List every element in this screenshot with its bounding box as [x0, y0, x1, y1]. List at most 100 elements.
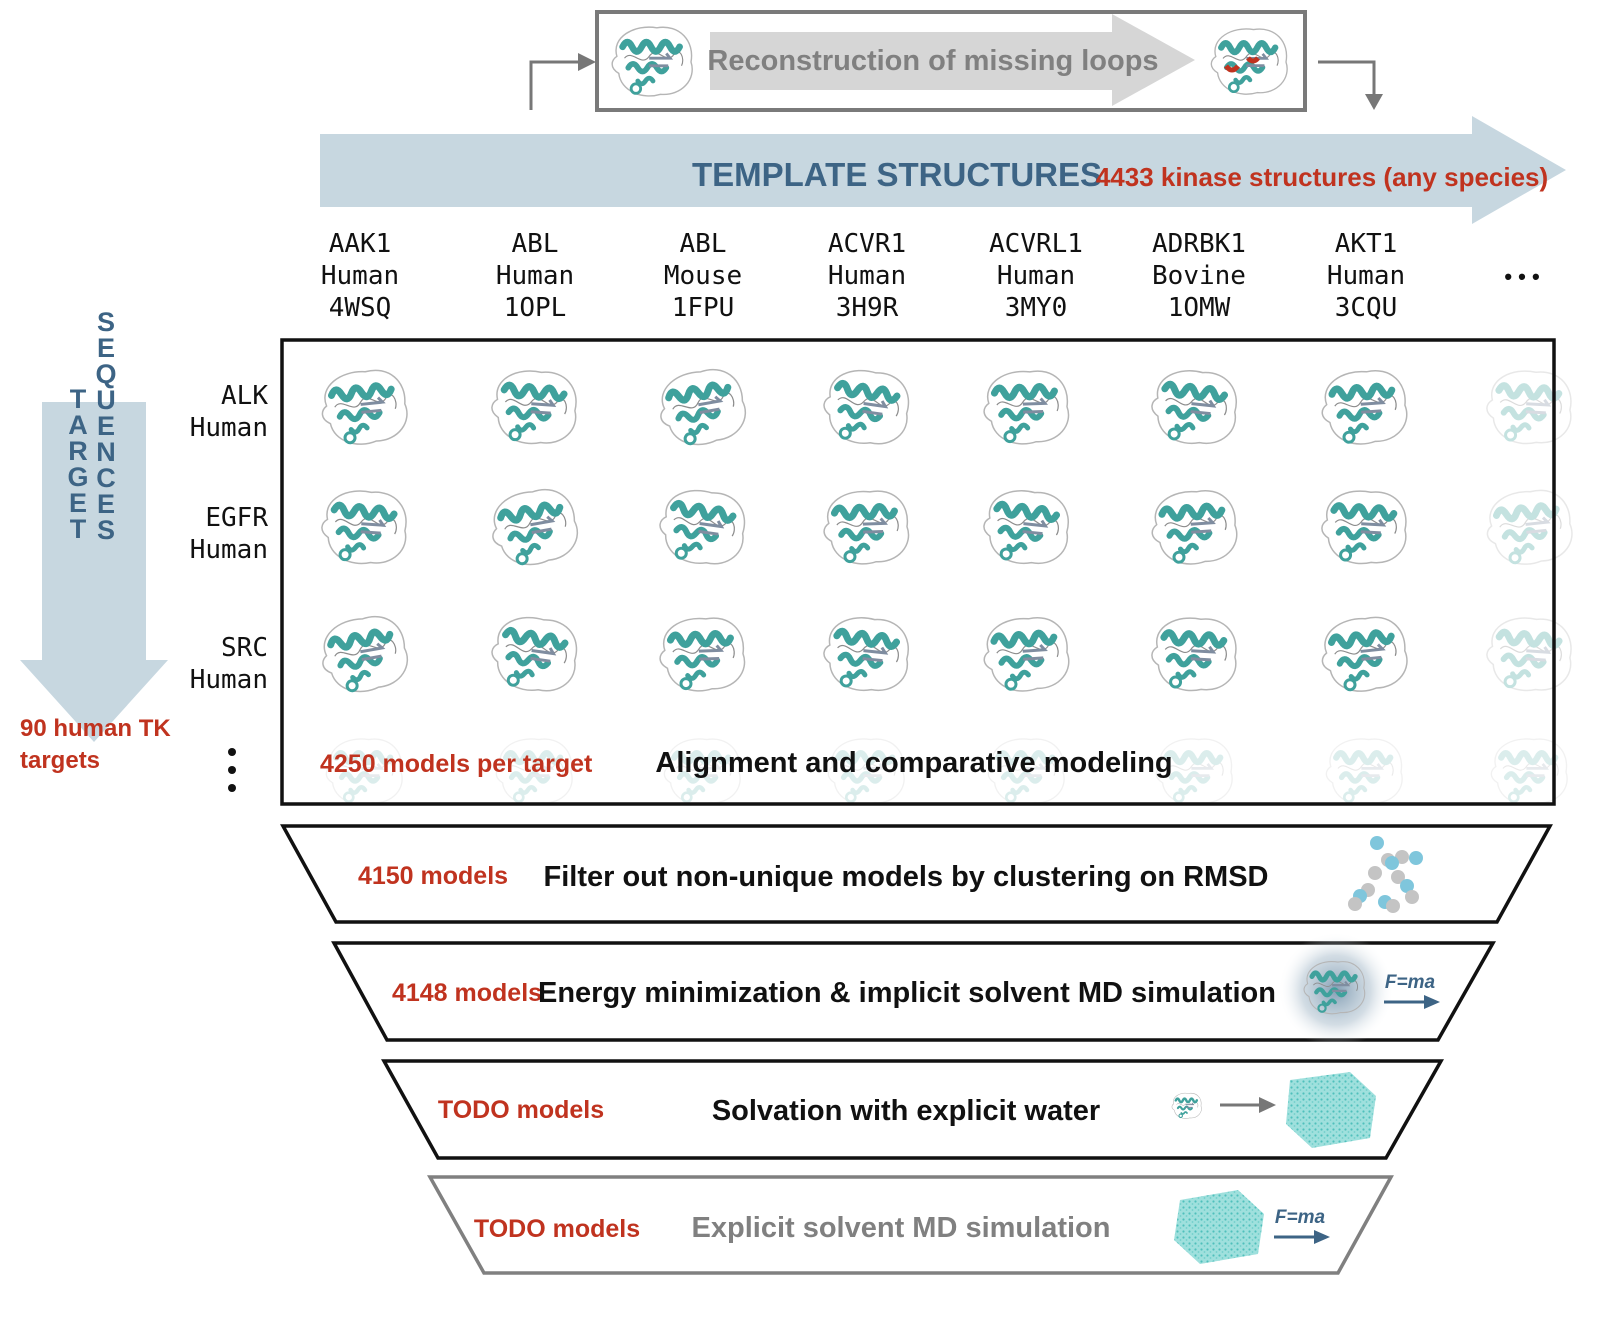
protein-model-icon	[1150, 616, 1238, 693]
template-gene: AAK1	[329, 229, 392, 259]
protein-model-icon	[654, 365, 750, 451]
water-box-icon	[1174, 1190, 1264, 1264]
target-count-line1: 90 human TK	[20, 715, 171, 742]
target-gene: SRC	[221, 633, 268, 663]
protein-model-icon	[1483, 487, 1574, 568]
protein-model-icon	[983, 370, 1070, 445]
template-species: Human	[828, 261, 906, 291]
template-species: Human	[321, 261, 399, 291]
template-pdb: 1FPU	[672, 293, 735, 323]
water-box-icon	[1286, 1072, 1376, 1148]
protein-model-icon	[659, 617, 746, 692]
modeling-count: 4250 models per target	[320, 750, 593, 778]
target-arrow-word2: SEQUENCES	[91, 307, 121, 541]
target-sequences-arrow	[20, 402, 168, 742]
stage-implicit-trapezoid	[331, 941, 1497, 1042]
template-pdb: 3CQU	[1335, 293, 1398, 323]
comparative-modeling-box	[280, 338, 1556, 806]
protein-model-icon	[486, 485, 582, 571]
protein-model-icon	[1148, 367, 1239, 448]
target-species: Human	[190, 665, 268, 695]
protein-model-icon	[320, 488, 409, 566]
explicit-md-icon: F=ma	[1174, 1190, 1330, 1264]
stage-filter-trapezoid	[280, 824, 1553, 924]
templates-more-ellipsis: • • •	[1504, 264, 1539, 289]
template-pdb: 3MY0	[1005, 293, 1068, 323]
target-label-2: SRC Human	[190, 633, 268, 695]
template-header-4: ACVRL1 Human 3MY0	[989, 229, 1083, 323]
loop-arrow	[710, 14, 1195, 106]
template-header-6: AKT1 Human 3CQU	[1327, 229, 1405, 323]
protein-model-icon	[316, 612, 412, 698]
target-arrow-word1: TARGET	[63, 384, 93, 540]
stage-explicit-label: Explicit solvent MD simulation	[692, 1212, 1111, 1244]
implicit-formula: F=ma	[1385, 972, 1436, 993]
template-pdb: 1OMW	[1168, 293, 1231, 323]
target-label-0: ALK Human	[190, 381, 269, 443]
template-header-0: AAK1 Human 4WSQ	[321, 229, 399, 323]
loop-exit-arrow	[1318, 60, 1376, 96]
target-species: Human	[190, 413, 268, 443]
template-gene: ACVR1	[828, 229, 906, 259]
stage-solvation-trapezoid	[381, 1059, 1445, 1160]
stage-explicit-count: TODO models	[474, 1215, 640, 1243]
template-species: Mouse	[664, 261, 742, 291]
protein-model-icon	[1318, 614, 1409, 695]
stage-explicit-trapezoid	[427, 1175, 1394, 1275]
target-label-1: EGFR Human	[190, 503, 269, 565]
protein-model-icon	[490, 368, 579, 446]
template-gene: ADRBK1	[1152, 229, 1246, 259]
protein-model-icon	[1491, 739, 1567, 804]
target-gene: ALK	[221, 381, 268, 411]
template-species: Human	[1327, 261, 1405, 291]
protein-model-icon	[820, 614, 911, 695]
stage-solvation-label: Solvation with explicit water	[712, 1095, 1100, 1127]
template-header-5: ADRBK1 Bovine 1OMW	[1152, 229, 1246, 323]
protein-model-icon	[1485, 615, 1574, 693]
template-pdb: 1OPL	[504, 293, 567, 323]
protein-model-icon	[982, 616, 1071, 694]
template-count: 4433 kinase structures (any species)	[1096, 162, 1548, 192]
template-gene: ABL	[680, 229, 727, 259]
solvation-icon	[1170, 1072, 1376, 1148]
template-gene: ACVRL1	[989, 229, 1083, 259]
template-header-2: ABL Mouse 1FPU	[664, 229, 742, 323]
template-gene: AKT1	[1335, 229, 1398, 259]
template-pdb: 4WSQ	[329, 293, 392, 323]
protein-model-icon	[1320, 489, 1408, 566]
stage-implicit-count: 4148 models	[392, 979, 542, 1007]
protein-model-icon	[1485, 369, 1573, 446]
modeling-label: Alignment and comparative modeling	[655, 747, 1172, 779]
protein-model-icon	[1320, 369, 1409, 447]
protein-repaired-icon	[1211, 29, 1287, 94]
target-count-line2: targets	[20, 747, 100, 774]
template-header-1: ABL Human 1OPL	[496, 229, 574, 323]
protein-model-icon	[1326, 739, 1402, 804]
stage-filter-count: 4150 models	[358, 862, 508, 890]
protein-model-icon	[823, 490, 910, 565]
loop-enter-arrow	[529, 60, 580, 110]
targets-more-ellipsis	[228, 748, 236, 792]
stage-filter-label: Filter out non-unique models by clusteri…	[544, 861, 1269, 893]
protein-model-icon	[487, 613, 581, 696]
target-gene: EGFR	[205, 503, 268, 533]
protein-model-icon	[318, 367, 409, 448]
template-gene: ABL	[512, 229, 559, 259]
template-species: Human	[496, 261, 574, 291]
template-structures-arrow	[320, 116, 1566, 224]
protein-model-icon	[1150, 489, 1239, 567]
template-arrow-label: TEMPLATE STRUCTURES	[692, 156, 1102, 193]
model-grid	[316, 365, 1574, 804]
stage-implicit-label: Energy minimization & implicit solvent M…	[538, 977, 1276, 1009]
protein-model-icon	[980, 487, 1071, 568]
implicit-md-icon: F=ma	[1278, 932, 1440, 1048]
target-species: Human	[190, 535, 268, 565]
protein-model-icon	[655, 486, 749, 569]
template-species: Human	[997, 261, 1075, 291]
template-species: Bovine	[1152, 261, 1246, 291]
stage-solvation-count: TODO models	[438, 1096, 604, 1124]
template-pdb: 3H9R	[836, 293, 899, 323]
loop-label: Reconstruction of missing loops	[707, 45, 1158, 77]
explicit-formula: F=ma	[1275, 1207, 1326, 1228]
